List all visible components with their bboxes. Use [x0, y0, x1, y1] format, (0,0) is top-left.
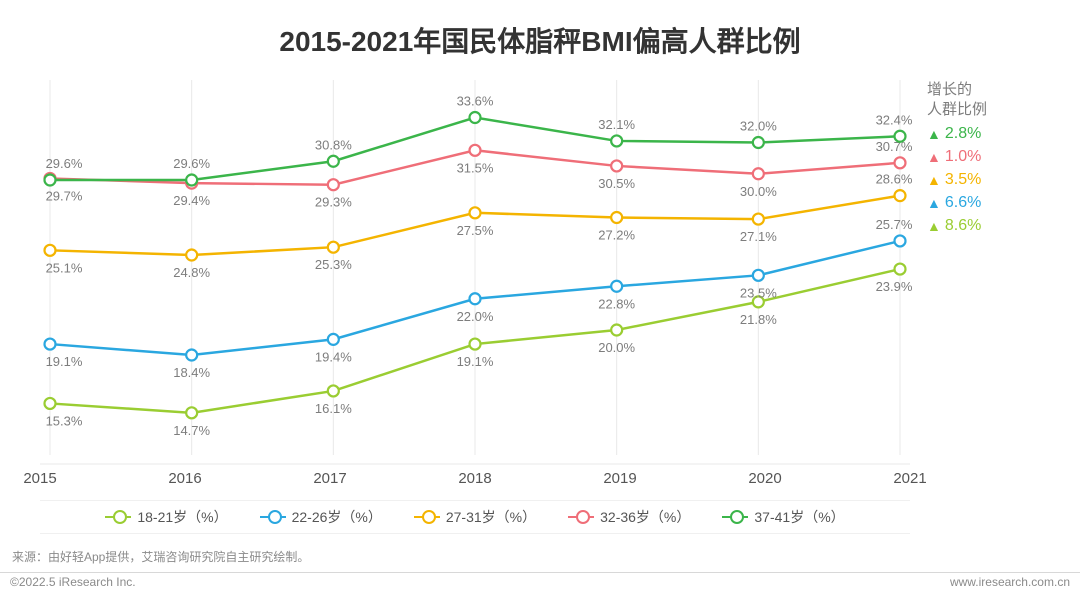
- svg-text:30.5%: 30.5%: [598, 176, 635, 191]
- up-arrow-icon: ▲: [927, 127, 941, 141]
- legend-item: 22-26岁（%）: [260, 507, 382, 527]
- svg-text:29.7%: 29.7%: [46, 188, 83, 203]
- svg-text:19.1%: 19.1%: [46, 354, 83, 369]
- chart-legend: 18-21岁（%） 22-26岁（%） 27-31岁（%） 32-36岁（%） 37-4…: [40, 500, 910, 534]
- svg-text:29.6%: 29.6%: [46, 156, 83, 171]
- growth-title-line1: 增长的: [927, 81, 972, 98]
- up-arrow-icon: ▲: [927, 219, 941, 233]
- svg-text:24.8%: 24.8%: [173, 265, 210, 280]
- source-note: 来源：由好轻App提供，艾瑞咨询研究院自主研究绘制。: [12, 548, 309, 565]
- growth-row: ▲3.5%: [927, 171, 1062, 189]
- svg-text:29.6%: 29.6%: [173, 156, 210, 171]
- svg-text:22.0%: 22.0%: [457, 309, 494, 324]
- growth-title-line2: 人群比例: [927, 101, 987, 118]
- svg-text:29.4%: 29.4%: [173, 193, 210, 208]
- svg-text:15.3%: 15.3%: [46, 413, 83, 428]
- svg-text:27.2%: 27.2%: [598, 228, 635, 243]
- svg-text:27.5%: 27.5%: [457, 223, 494, 238]
- svg-text:29.3%: 29.3%: [315, 195, 352, 210]
- svg-text:19.1%: 19.1%: [457, 354, 494, 369]
- growth-row: ▲1.0%: [927, 148, 1062, 166]
- svg-text:27.1%: 27.1%: [740, 229, 777, 244]
- svg-text:22.8%: 22.8%: [598, 296, 635, 311]
- legend-item: 32-36岁（%）: [568, 507, 690, 527]
- svg-text:16.1%: 16.1%: [315, 401, 352, 416]
- legend-item: 18-21岁（%）: [105, 507, 227, 527]
- svg-text:32.0%: 32.0%: [740, 119, 777, 134]
- svg-text:30.0%: 30.0%: [740, 184, 777, 199]
- growth-row: ▲8.6%: [927, 217, 1062, 235]
- svg-text:32.4%: 32.4%: [876, 112, 913, 127]
- growth-panel: 增长的 人群比例 ▲2.8% ▲1.0% ▲3.5% ▲6.6% ▲8.6%: [927, 80, 1062, 240]
- x-axis-labels: 2015201620172018201920202021: [40, 470, 910, 487]
- svg-text:14.7%: 14.7%: [173, 423, 210, 438]
- growth-row: ▲2.8%: [927, 125, 1062, 143]
- svg-text:31.5%: 31.5%: [457, 160, 494, 175]
- chart-title: 2015-2021年国民体脂秤BMI偏高人群比例: [0, 20, 1080, 60]
- up-arrow-icon: ▲: [927, 173, 941, 187]
- svg-text:30.7%: 30.7%: [876, 139, 913, 154]
- site-url: www.iresearch.com.cn: [950, 575, 1070, 589]
- svg-text:25.7%: 25.7%: [876, 217, 913, 232]
- svg-text:23.9%: 23.9%: [876, 279, 913, 294]
- svg-text:25.3%: 25.3%: [315, 257, 352, 272]
- page-footer: ©2022.5 iResearch Inc. www.iresearch.com…: [0, 572, 1080, 589]
- svg-text:18.4%: 18.4%: [173, 365, 210, 380]
- copyright: ©2022.5 iResearch Inc.: [10, 575, 136, 589]
- svg-text:21.8%: 21.8%: [740, 312, 777, 327]
- svg-text:23.5%: 23.5%: [740, 285, 777, 300]
- growth-title: 增长的 人群比例: [927, 80, 1062, 119]
- legend-item: 27-31岁（%）: [414, 507, 536, 527]
- growth-row: ▲6.6%: [927, 194, 1062, 212]
- svg-text:19.4%: 19.4%: [315, 349, 352, 364]
- chart-page: { "title": "2015-2021年国民体脂秤BMI偏高人群比例", "…: [0, 0, 1080, 595]
- svg-text:25.1%: 25.1%: [46, 260, 83, 275]
- line-chart: 15.3% 14.7% 16.1% 19.1% 20.0% 21.8% 23.9% 19.1%…: [40, 70, 910, 465]
- svg-text:30.8%: 30.8%: [315, 137, 352, 152]
- up-arrow-icon: ▲: [927, 196, 941, 210]
- svg-text:33.6%: 33.6%: [457, 94, 494, 109]
- up-arrow-icon: ▲: [927, 150, 941, 164]
- svg-text:20.0%: 20.0%: [598, 340, 635, 355]
- svg-text:28.6%: 28.6%: [876, 172, 913, 187]
- legend-item: 37-41岁（%）: [722, 507, 844, 527]
- svg-text:32.1%: 32.1%: [598, 117, 635, 132]
